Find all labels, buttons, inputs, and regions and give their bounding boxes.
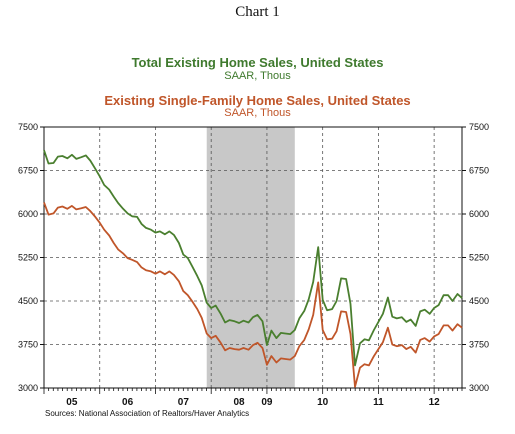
y-tick-label-left-1: 3750 (18, 340, 38, 350)
x-tick-label-6: 11 (373, 397, 384, 408)
series-1-line (43, 149, 463, 367)
y-tick-label-right-5: 6750 (469, 166, 489, 176)
series-2-subtitle: SAAR, Thous (224, 107, 291, 119)
y-tick-label-left-5: 6750 (18, 166, 38, 176)
chart-number: Chart 1 (235, 4, 280, 20)
x-tick-label-5: 10 (317, 397, 329, 408)
x-tick-label-1: 06 (122, 397, 134, 408)
x-tick-label-7: 12 (429, 397, 441, 408)
x-tick-label-0: 05 (66, 397, 78, 408)
series-1-title: Total Existing Home Sales, United States (131, 55, 384, 70)
y-tick-label-right-0: 3000 (469, 383, 489, 393)
y-tick-label-right-3: 5250 (469, 253, 489, 263)
x-tick-label-4: 09 (261, 397, 273, 408)
series-2-title: Existing Single-Family Home Sales, Unite… (104, 93, 411, 108)
series-2-line (43, 202, 463, 388)
source-note: Sources: National Association of Realtor… (45, 409, 250, 418)
y-tick-label-left-2: 4500 (18, 296, 38, 306)
y-tick-label-left-3: 5250 (18, 253, 38, 263)
y-tick-label-right-4: 6000 (469, 209, 489, 219)
x-tick-label-2: 07 (178, 397, 190, 408)
y-tick-label-right-6: 7500 (469, 122, 489, 132)
x-tick-label-3: 08 (234, 397, 246, 408)
y-tick-label-left-6: 7500 (18, 122, 38, 132)
y-tick-label-right-1: 3750 (469, 340, 489, 350)
y-tick-label-right-2: 4500 (469, 296, 489, 306)
series-1-subtitle: SAAR, Thous (224, 70, 291, 82)
y-tick-label-left-4: 6000 (18, 209, 38, 219)
y-tick-label-left-0: 3000 (18, 383, 38, 393)
